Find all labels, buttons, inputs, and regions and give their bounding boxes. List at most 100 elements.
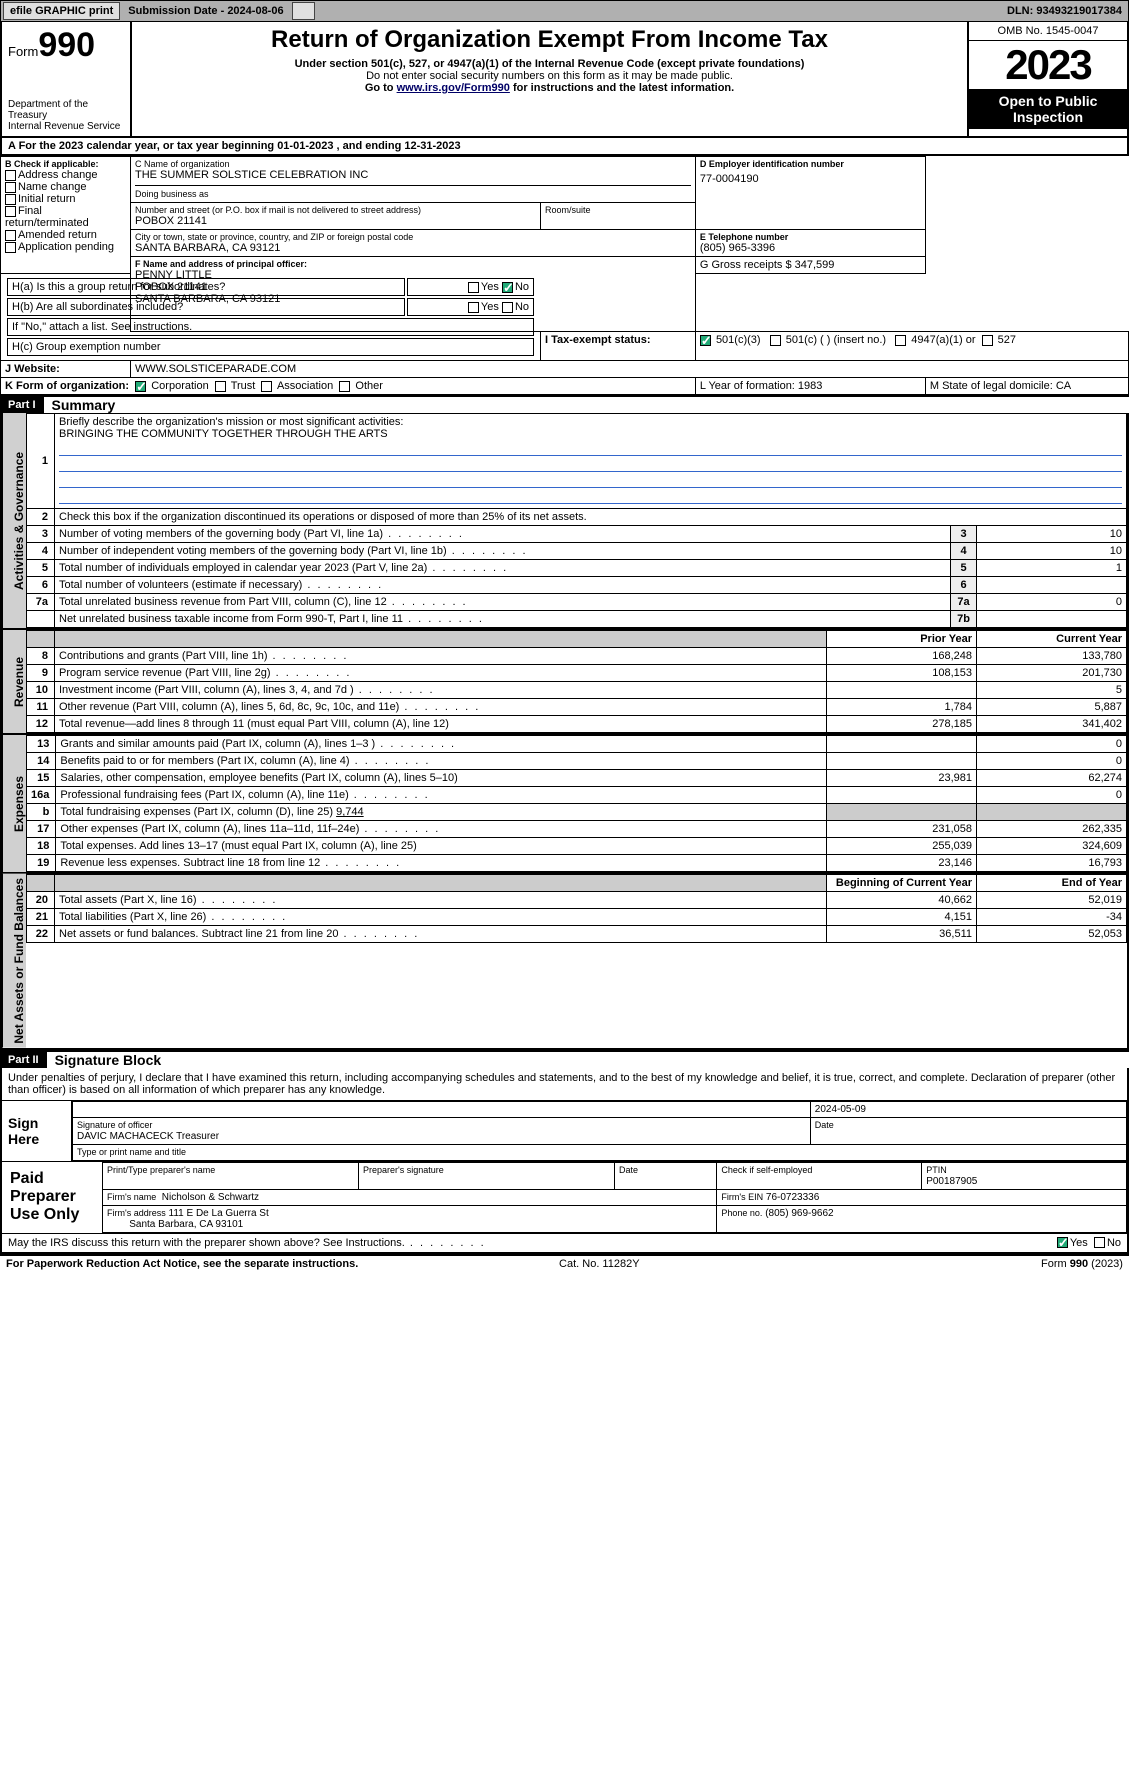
tax-period: A For the 2023 calendar year, or tax yea… — [0, 138, 1129, 156]
val-7a: 0 — [977, 594, 1127, 611]
h-b2: If "No," attach a list. See instructions… — [7, 318, 534, 336]
col-current: Current Year — [977, 631, 1127, 648]
officer-label: F Name and address of principal officer: — [135, 259, 691, 269]
c10: 5 — [977, 682, 1127, 699]
chk-application[interactable]: Application pending — [5, 241, 126, 253]
hb-yes[interactable] — [468, 302, 479, 313]
paid-preparer-label: Paid Preparer Use Only — [2, 1162, 102, 1233]
val-4: 10 — [977, 543, 1127, 560]
ha-no[interactable] — [502, 282, 513, 293]
line15: Salaries, other compensation, employee b… — [56, 770, 827, 787]
topbar: efile GRAPHIC print Submission Date - 20… — [0, 0, 1129, 22]
street-value: POBOX 21141 — [135, 215, 536, 227]
vtab-expenses: Expenses — [2, 735, 26, 872]
subtitle: Under section 501(c), 527, or 4947(a)(1)… — [140, 58, 959, 70]
line14: Benefits paid to or for members (Part IX… — [56, 753, 827, 770]
line6: Total number of volunteers (estimate if … — [55, 577, 951, 594]
line22: Net assets or fund balances. Subtract li… — [55, 926, 827, 943]
c12: 341,402 — [977, 716, 1127, 733]
submission-date: Submission Date - 2024-08-06 — [122, 5, 289, 17]
page-footer: For Paperwork Reduction Act Notice, see … — [0, 1254, 1129, 1272]
vtab-revenue: Revenue — [2, 630, 26, 733]
form-number: Form990 — [8, 26, 124, 65]
chk-501c[interactable] — [770, 335, 781, 346]
omb-number: OMB No. 1545-0047 — [969, 22, 1127, 41]
firm-addr2: Santa Barbara, CA 93101 — [129, 1219, 243, 1230]
chk-amended[interactable]: Amended return — [5, 229, 126, 241]
blank-button[interactable] — [292, 2, 315, 20]
ptin: P00187905 — [926, 1176, 977, 1187]
hb-no[interactable] — [502, 302, 513, 313]
c8: 133,780 — [977, 648, 1127, 665]
e22: 52,053 — [977, 926, 1127, 943]
e20: 52,019 — [977, 892, 1127, 909]
perjury-statement: Under penalties of perjury, I declare th… — [2, 1068, 1127, 1100]
form-org-label: K Form of organization: — [5, 380, 129, 392]
line16b: Total fundraising expenses (Part IX, col… — [56, 804, 827, 821]
e21: -34 — [977, 909, 1127, 926]
ein-label: D Employer identification number — [700, 159, 921, 169]
p19: 23,146 — [827, 855, 977, 872]
discuss-yes[interactable] — [1057, 1237, 1068, 1248]
part1-header: Part ISummary — [0, 395, 1129, 413]
chk-name[interactable]: Name change — [5, 181, 126, 193]
open-public-badge: Open to Public Inspection — [969, 89, 1127, 129]
chk-501c3[interactable] — [700, 335, 711, 346]
chk-address[interactable]: Address change — [5, 169, 126, 181]
line9: Program service revenue (Part VIII, line… — [55, 665, 827, 682]
tax-year: 2023 — [969, 41, 1127, 89]
form-header: Form990 Department of the Treasury Inter… — [0, 22, 1129, 138]
line7a: Total unrelated business revenue from Pa… — [55, 594, 951, 611]
year-formation: L Year of formation: 1983 — [695, 378, 925, 395]
line8: Contributions and grants (Part VIII, lin… — [55, 648, 827, 665]
val-5: 1 — [977, 560, 1127, 577]
line1-label: Briefly describe the organization's miss… — [59, 416, 403, 428]
val-6 — [977, 577, 1127, 594]
discuss-no[interactable] — [1094, 1237, 1105, 1248]
chk-trust[interactable] — [215, 381, 226, 392]
p14 — [827, 753, 977, 770]
sign-here-label: Sign Here — [2, 1101, 72, 1161]
chk-initial[interactable]: Initial return — [5, 193, 126, 205]
ha-yes[interactable] — [468, 282, 479, 293]
dba-label: Doing business as — [135, 189, 209, 199]
line11: Other revenue (Part VIII, column (A), li… — [55, 699, 827, 716]
b21: 4,151 — [827, 909, 977, 926]
chk-corp[interactable] — [135, 381, 146, 392]
part2-header: Part IISignature Block — [0, 1050, 1129, 1068]
c9: 201,730 — [977, 665, 1127, 682]
line12: Total revenue—add lines 8 through 11 (mu… — [55, 716, 827, 733]
firm-phone: (805) 969-9662 — [765, 1208, 833, 1219]
c15: 62,274 — [977, 770, 1127, 787]
c19: 16,793 — [977, 855, 1127, 872]
chk-4947[interactable] — [895, 335, 906, 346]
firm-name: Nicholson & Schwartz — [162, 1192, 259, 1203]
p15: 23,981 — [827, 770, 977, 787]
chk-other[interactable] — [339, 381, 350, 392]
efile-button[interactable]: efile GRAPHIC print — [3, 2, 120, 20]
c16a: 0 — [977, 787, 1127, 804]
street-label: Number and street (or P.O. box if mail i… — [135, 205, 536, 215]
p13 — [827, 736, 977, 753]
irs-label: Internal Revenue Service — [8, 121, 124, 132]
c17: 262,335 — [977, 821, 1127, 838]
line16a: Professional fundraising fees (Part IX, … — [56, 787, 827, 804]
discuss-question: May the IRS discuss this return with the… — [8, 1237, 486, 1249]
line7b: Net unrelated business taxable income fr… — [55, 611, 951, 628]
form990-link[interactable]: www.irs.gov/Form990 — [397, 82, 510, 94]
p18: 255,039 — [827, 838, 977, 855]
col-end: End of Year — [977, 875, 1127, 892]
chk-527[interactable] — [982, 335, 993, 346]
phone-label: E Telephone number — [700, 232, 921, 242]
val-3: 10 — [977, 526, 1127, 543]
box-b-label: B Check if applicable: — [5, 159, 126, 169]
line5: Total number of individuals employed in … — [55, 560, 951, 577]
vtab-governance: Activities & Governance — [2, 413, 26, 628]
tax-exempt-label: I Tax-exempt status: — [541, 332, 696, 361]
p8: 168,248 — [827, 648, 977, 665]
chk-final[interactable]: Final return/terminated — [5, 205, 126, 229]
gross-receipts: G Gross receipts $ 347,599 — [700, 259, 835, 271]
firm-addr1: 111 E De La Guerra St — [169, 1208, 269, 1219]
chk-assoc[interactable] — [261, 381, 272, 392]
ein-value: 77-0004190 — [700, 173, 921, 185]
